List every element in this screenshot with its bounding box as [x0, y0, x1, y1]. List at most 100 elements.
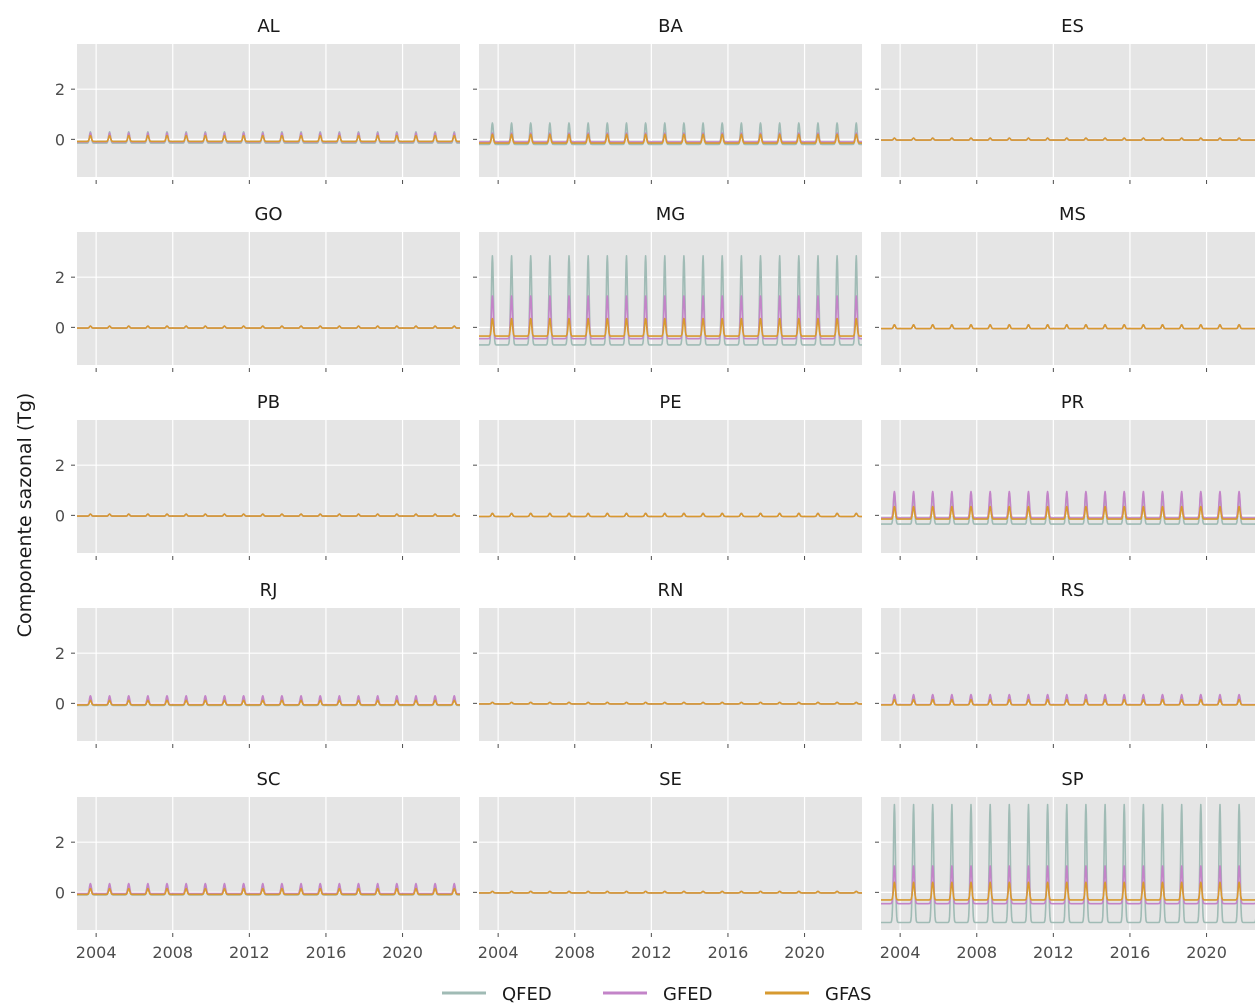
panel-title: SP — [1061, 769, 1083, 790]
panel-se: SE 2004 2008 2012 2016 2020 — [473, 769, 863, 962]
x-tick-label: 2012 — [631, 943, 672, 962]
series-line-gfas — [880, 324, 1255, 330]
panel-pr: PR — [875, 392, 1255, 560]
y-tick-label: 2 — [55, 456, 65, 475]
series-line-gfas — [76, 134, 461, 143]
y-tick-label: 2 — [55, 80, 65, 99]
panel-title: SC — [257, 769, 281, 790]
panel-background — [479, 44, 862, 177]
panel-title: AL — [257, 16, 279, 37]
x-tick-label: 2004 — [76, 943, 117, 962]
panel-title: BA — [658, 16, 683, 37]
panel-background — [77, 232, 460, 365]
panel-background — [77, 797, 460, 930]
series-line-qfed — [478, 255, 863, 346]
series-line-gfas — [76, 699, 461, 706]
panel-background — [77, 44, 460, 177]
panel-background — [77, 608, 460, 741]
legend-item-gfed: GFED — [603, 984, 713, 1003]
panel-background — [479, 608, 862, 741]
y-tick-label: 2 — [55, 644, 65, 663]
panel-rs: RS — [875, 580, 1255, 748]
x-tick-label: 2008 — [554, 943, 595, 962]
panel-title: PR — [1061, 392, 1084, 413]
panel-title: ES — [1061, 16, 1084, 37]
legend-label: QFED — [502, 984, 552, 1003]
x-tick-label: 2020 — [382, 943, 423, 962]
panel-sc: SC 0 2 2004 2008 2012 2016 2020 — [55, 769, 461, 962]
panel-background — [881, 232, 1255, 365]
series-line-gfas — [478, 890, 863, 894]
x-tick-label: 2016 — [1110, 943, 1151, 962]
panel-background — [881, 608, 1255, 741]
legend-label: GFAS — [825, 984, 871, 1003]
series-line-gfas — [880, 881, 1255, 901]
legend-item-qfed: QFED — [442, 984, 552, 1003]
panel-rj: RJ 0 2 — [55, 580, 461, 748]
panel-rn: RN — [473, 580, 863, 748]
legend-label: GFED — [663, 984, 713, 1003]
series-line-gfas — [478, 317, 863, 337]
panel-ba: BA — [473, 16, 863, 184]
y-tick-label: 2 — [55, 268, 65, 287]
panel-background — [881, 420, 1255, 553]
series-line-gfas — [478, 701, 863, 705]
y-tick-label: 0 — [55, 506, 65, 525]
panel-title: GO — [254, 204, 282, 225]
x-tick-label: 2016 — [306, 943, 347, 962]
y-axis-label: Componente sazonal (Tg) — [14, 393, 36, 638]
series-line-qfed — [880, 803, 1255, 924]
series-line-gfed — [478, 295, 863, 340]
panel-title: SE — [659, 769, 682, 790]
series-line-gfas — [76, 513, 461, 517]
panel-pe: PE — [473, 392, 863, 560]
panel-background — [479, 420, 862, 553]
panel-title: RS — [1061, 580, 1085, 601]
series-line-gfas — [880, 698, 1255, 706]
panel-background — [77, 420, 460, 553]
series-line-gfed — [76, 882, 461, 895]
panel-title: RN — [658, 580, 684, 601]
panel-title: RJ — [260, 580, 278, 601]
series-line-gfas — [478, 512, 863, 518]
x-tick-label: 2004 — [478, 943, 519, 962]
x-tick-label: 2008 — [956, 943, 997, 962]
legend-item-gfas: GFAS — [765, 984, 871, 1003]
x-tick-label: 2012 — [229, 943, 270, 962]
x-tick-label: 2012 — [1033, 943, 1074, 962]
x-tick-label: 2020 — [784, 943, 825, 962]
x-tick-label: 2008 — [152, 943, 193, 962]
panels-layer: AL 0 2 BA ES GO 0 2 MG MS PB 0 2 PE PR RJ 0 2 RN RS SC 0 2 2004… — [55, 16, 1255, 962]
panel-title: MS — [1059, 204, 1086, 225]
series-line-gfed — [880, 490, 1255, 519]
series-line-gfas — [880, 505, 1255, 520]
panel-pb: PB 0 2 — [55, 392, 461, 560]
panel-sp: SP 2004 2008 2012 2016 2020 — [875, 769, 1255, 962]
panel-background — [479, 797, 862, 930]
series-line-gfas — [76, 887, 461, 896]
panel-ms: MS — [875, 204, 1255, 372]
series-line-qfed — [478, 122, 863, 146]
series-line-gfas — [880, 137, 1255, 141]
y-tick-label: 0 — [55, 130, 65, 149]
panel-title: PE — [659, 392, 681, 413]
series-line-gfed — [880, 865, 1255, 905]
y-tick-label: 0 — [55, 883, 65, 902]
x-tick-label: 2004 — [880, 943, 921, 962]
panel-es: ES — [875, 16, 1255, 184]
panel-title: PB — [257, 392, 280, 413]
y-tick-label: 0 — [55, 694, 65, 713]
panel-go: GO 0 2 — [55, 204, 461, 372]
panel-mg: MG — [473, 204, 863, 372]
panel-background — [881, 44, 1255, 177]
legend: QFED GFED GFAS — [442, 984, 871, 1003]
series-line-gfas — [478, 133, 863, 144]
y-tick-label: 0 — [55, 318, 65, 337]
series-line-gfas — [76, 325, 461, 329]
x-tick-label: 2020 — [1186, 943, 1227, 962]
y-tick-label: 2 — [55, 833, 65, 852]
panel-al: AL 0 2 — [55, 16, 461, 184]
x-tick-label: 2016 — [708, 943, 749, 962]
panel-title: MG — [656, 204, 685, 225]
